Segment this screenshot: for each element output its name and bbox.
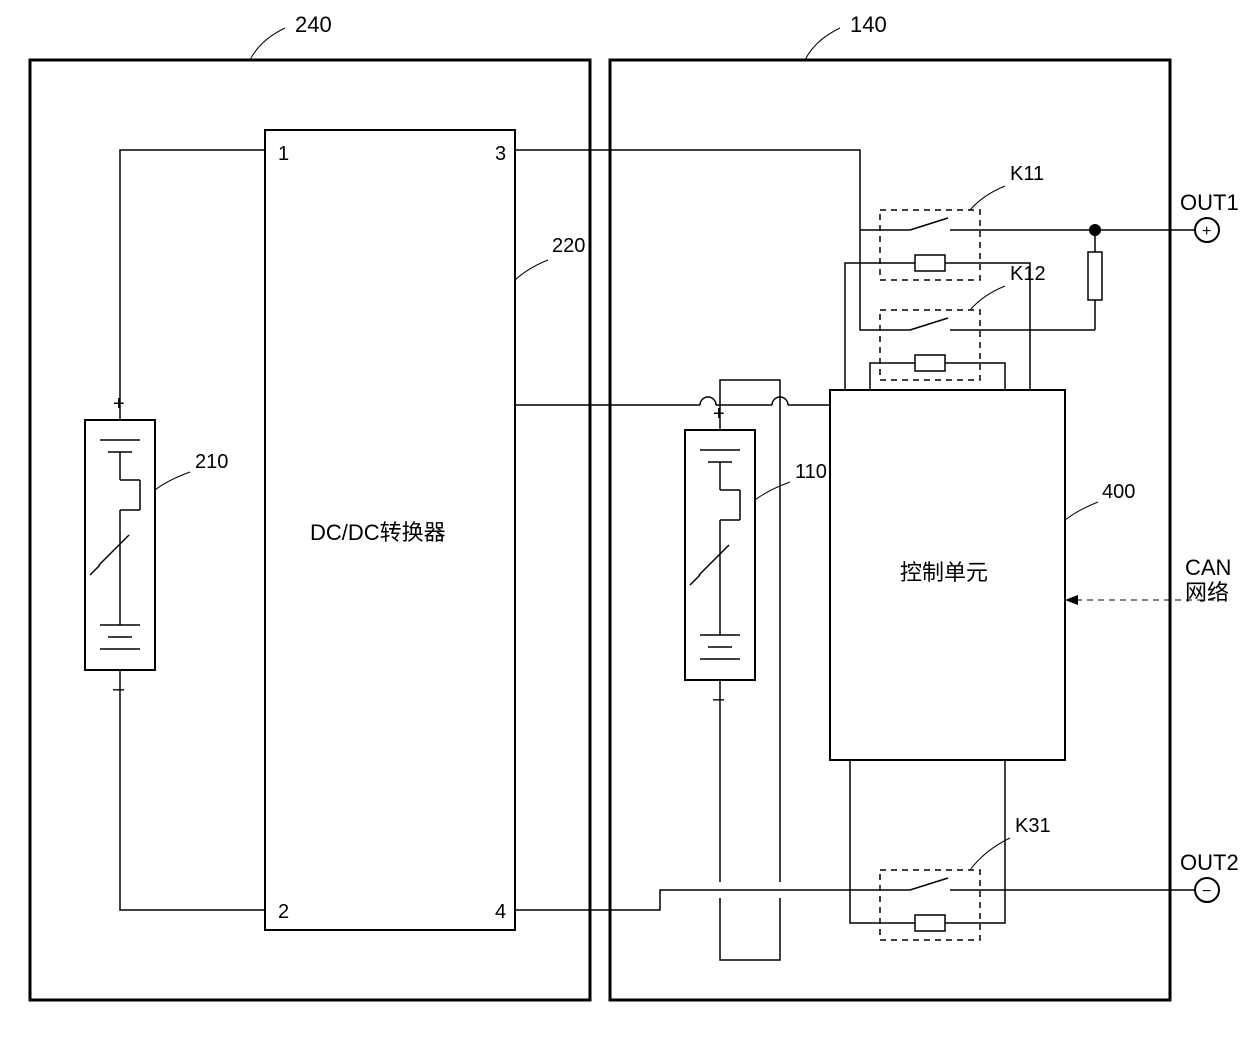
can-arrow <box>1065 595 1078 605</box>
label-k31: K31 <box>1015 815 1051 837</box>
ref-110: 110 <box>795 461 827 483</box>
callout-400 <box>1065 502 1098 520</box>
ref-240: 240 <box>295 12 332 37</box>
ref-210: 210 <box>195 451 228 473</box>
label-k11: K11 <box>1010 163 1044 185</box>
bat-right-plus: + <box>713 403 725 425</box>
callout-220 <box>515 260 548 280</box>
ref-220: 220 <box>552 235 585 257</box>
callout-240 <box>250 28 285 60</box>
v-loop <box>720 898 780 960</box>
wire-pin4-to-k31 <box>515 890 880 910</box>
precharge-resistor <box>1088 252 1102 300</box>
wire-k12-coil-left <box>870 363 880 390</box>
out2-sign: − <box>1202 883 1211 900</box>
dcdc-label: DC/DC转换器 <box>310 520 446 545</box>
callout-k11 <box>970 186 1005 210</box>
label-k12: K12 <box>1010 263 1046 285</box>
battery-left: + – <box>85 393 155 700</box>
wire-k31-coil-right-a <box>980 760 1005 923</box>
callout-210 <box>155 472 190 490</box>
callout-140 <box>805 28 840 60</box>
wire-bat210-to-pin1 <box>120 150 265 420</box>
bat-left-minus: – <box>113 678 125 700</box>
callout-k31 <box>970 838 1010 870</box>
wire-k12-coil-right <box>980 363 1005 390</box>
controller-label: 控制单元 <box>900 560 988 585</box>
dcdc-pin4: 4 <box>495 901 506 923</box>
relay-k12 <box>880 310 980 380</box>
can-l2: 网络 <box>1185 580 1229 605</box>
dcdc-pin2: 2 <box>278 901 289 923</box>
callout-k12 <box>970 286 1005 310</box>
circuit-diagram: 240 140 DC/DC转换器 1 3 2 4 220 + – 210 <box>0 0 1240 1039</box>
wire-pin3-to-k11 <box>515 150 880 230</box>
module-right <box>610 60 1170 1000</box>
battery-right: + – <box>685 403 755 710</box>
relay-k11 <box>880 210 980 280</box>
can-l1: CAN <box>1185 555 1231 580</box>
out2-label: OUT2 <box>1180 850 1239 875</box>
wire-k11-coil-left <box>845 263 880 390</box>
bat-left-plus: + <box>113 393 125 415</box>
wire-bat210-to-pin2 <box>120 670 265 910</box>
wire-branch-to-k12 <box>860 230 880 330</box>
ref-400: 400 <box>1102 481 1135 503</box>
dcdc-pin1: 1 <box>278 143 289 165</box>
ref-140: 140 <box>850 12 887 37</box>
wire-k31-coil-left <box>850 760 880 923</box>
out1-sign: + <box>1202 223 1211 240</box>
bat-right-minus: – <box>713 688 725 710</box>
relay-k31 <box>880 870 980 940</box>
callout-110 <box>755 482 790 500</box>
dcdc-pin3: 3 <box>495 143 506 165</box>
out1-label: OUT1 <box>1180 190 1239 215</box>
